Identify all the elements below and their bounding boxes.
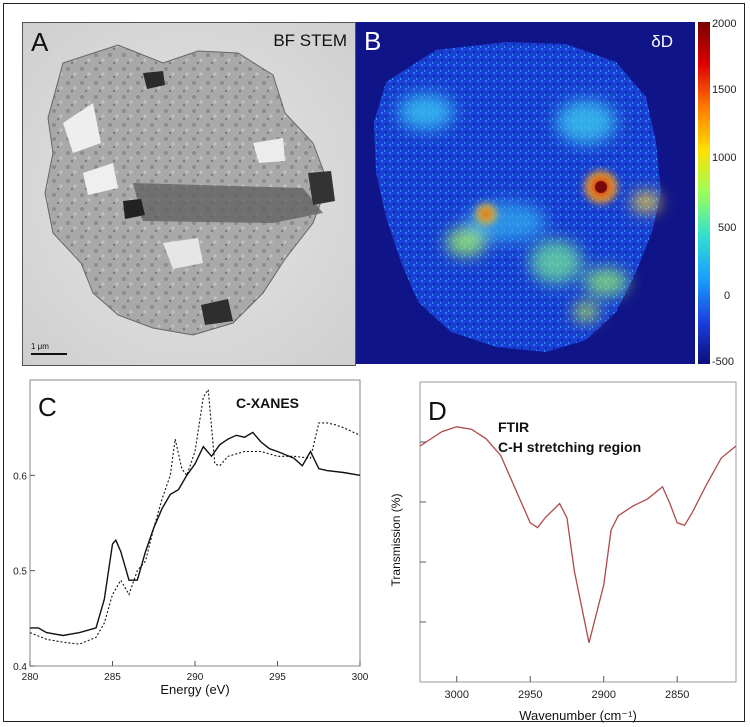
panel-b: B δD bbox=[356, 22, 695, 364]
colorbar-tick: 2000 bbox=[712, 18, 737, 30]
colorbar-tick: -500 bbox=[712, 356, 735, 368]
ftir-ylabel: Transmission (%) bbox=[389, 494, 403, 587]
panel-d-letter: D bbox=[428, 396, 447, 426]
xanes-xtick-label: 285 bbox=[104, 672, 121, 683]
isotope-map bbox=[356, 22, 695, 364]
panel-a-label: BF STEM bbox=[273, 31, 347, 50]
colorbar-tick: 500 bbox=[718, 222, 737, 234]
panel-c-letter: C bbox=[38, 392, 57, 422]
ftir-xtick-label: 3000 bbox=[445, 689, 469, 701]
xanes-series-solid bbox=[30, 431, 361, 637]
ftir-xtick-label: 2850 bbox=[665, 689, 689, 701]
xanes-xtick-label: 290 bbox=[187, 672, 204, 683]
ftir-chart: 3000 2950 2900 2850 D FTIR C-H stretching r… bbox=[389, 381, 737, 723]
colorbar-tick: 1500 bbox=[712, 84, 737, 96]
xanes-xtick-label: 300 bbox=[352, 672, 369, 683]
panel-a-letter: A bbox=[31, 27, 49, 57]
ftir-xtick-label: 2900 bbox=[591, 689, 615, 701]
xanes-ytick-label: 0.6 bbox=[13, 471, 27, 482]
colorbar-tick: 1000 bbox=[712, 152, 737, 164]
colorbar bbox=[698, 22, 710, 364]
panel-b-letter: B bbox=[364, 26, 382, 56]
scalebar-label: 1 μm bbox=[31, 342, 49, 351]
xanes-xtick-label: 280 bbox=[22, 672, 39, 683]
xanes-ytick-label: 0.4 bbox=[13, 662, 27, 673]
colorbar-ticks: 2000 1500 1000 500 0 -500 bbox=[712, 18, 748, 368]
ftir-title-line1: FTIR bbox=[498, 419, 529, 435]
colorbar-tick: 0 bbox=[724, 290, 731, 302]
panel-b-label: δD bbox=[651, 32, 673, 51]
xanes-xlabel: Energy (eV) bbox=[160, 682, 229, 697]
xanes-xtick-label: 295 bbox=[269, 672, 286, 683]
ftir-title-line2: C-H stretching region bbox=[498, 439, 641, 455]
ftir-xlabel: Wavenumber (cm⁻¹) bbox=[519, 708, 637, 723]
xanes-ytick-label: 0.5 bbox=[13, 567, 27, 578]
stem-image bbox=[23, 23, 355, 365]
ftir-plot-area bbox=[419, 381, 737, 683]
ftir-series bbox=[419, 426, 737, 643]
xanes-title: C-XANES bbox=[236, 395, 299, 411]
panel-a: A BF STEM 1 μm bbox=[22, 22, 356, 366]
ftir-xtick-label: 2950 bbox=[518, 689, 542, 701]
xanes-chart: 280 285 290 295 300 0.4 0.5 0.6 C C-XANES Energ… bbox=[13, 379, 369, 697]
xanes-plot-area bbox=[29, 379, 361, 667]
